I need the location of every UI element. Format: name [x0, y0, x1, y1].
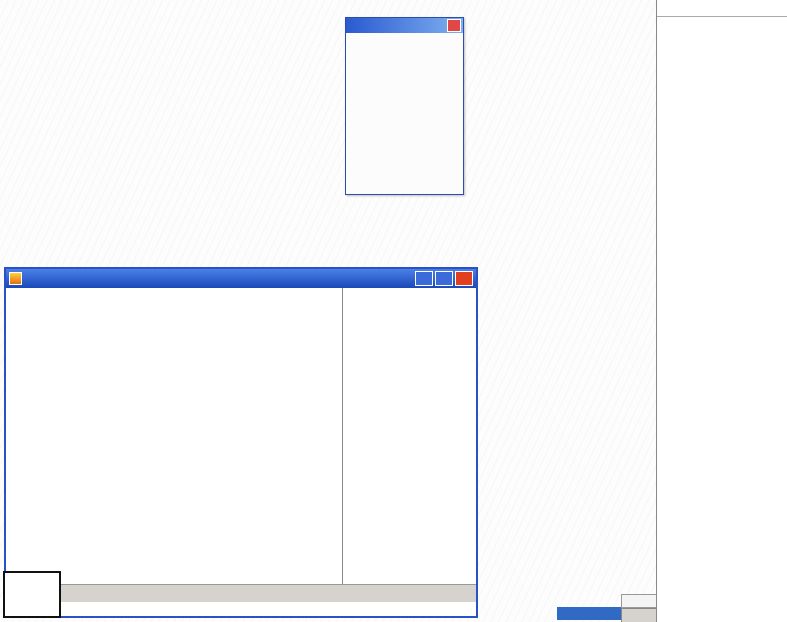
intraday-window-body [6, 288, 476, 584]
intraday-tabbar [6, 584, 476, 602]
intraday-window [4, 267, 478, 618]
quote-panel [656, 0, 787, 622]
tick-trade-list[interactable] [342, 288, 475, 584]
panel-minute-chart[interactable] [657, 245, 787, 605]
selected-date-badge[interactable] [557, 607, 621, 620]
page-number [3, 571, 61, 618]
close-icon[interactable] [455, 271, 473, 286]
maximize-icon[interactable] [435, 271, 453, 286]
tab-daily-kline[interactable] [621, 608, 657, 622]
stock-title [657, 0, 787, 17]
panel-minute-chart-wrap [657, 245, 787, 605]
quote-panel-tabs [657, 607, 787, 622]
intraday-chart[interactable] [6, 288, 340, 584]
kline-header [4, 2, 16, 14]
volume-scale-label [621, 594, 657, 608]
intraday-window-titlebar[interactable] [6, 269, 476, 288]
data-popup-titlebar[interactable] [346, 18, 463, 33]
close-icon[interactable] [447, 19, 461, 32]
window-icon [9, 272, 22, 285]
data-popup [345, 17, 464, 195]
minimize-icon[interactable] [415, 271, 433, 286]
